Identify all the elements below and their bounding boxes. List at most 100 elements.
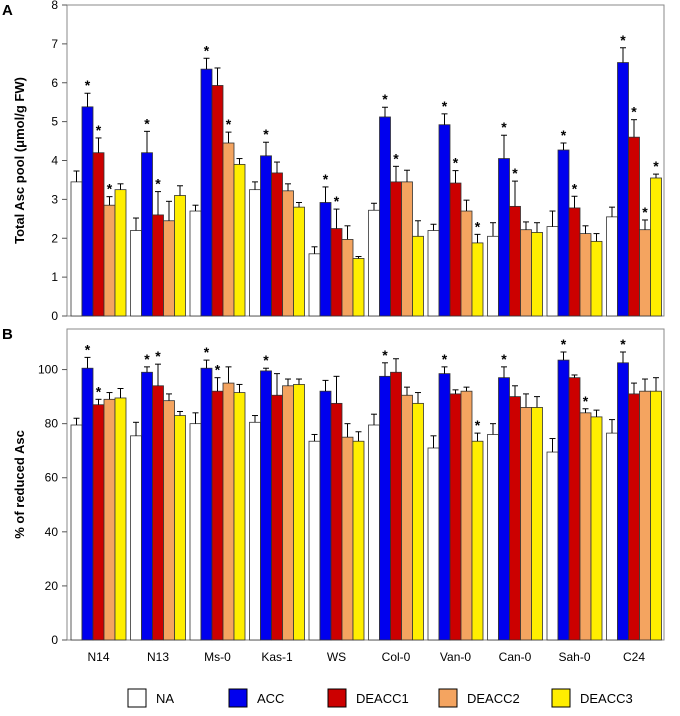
- bar-na-n13: [130, 435, 142, 641]
- y-tick-label: 1: [51, 270, 58, 284]
- bar-deacc3-n14: [114, 397, 127, 641]
- bar-deacc1-ws: [330, 228, 343, 317]
- significance-marker: *: [263, 352, 269, 368]
- bar-deacc2-kas-1: [282, 385, 294, 641]
- x-tick-label-kas-1: Kas-1: [261, 650, 293, 664]
- bar-deacc2-n13: [163, 220, 175, 317]
- bar-deacc2-sah-0: [579, 233, 592, 317]
- x-tick-label-van-0: Van-0: [440, 650, 471, 664]
- significance-marker: *: [226, 116, 232, 132]
- x-tick-label-ms-0: Ms-0: [204, 650, 231, 664]
- bar-na-c24: [606, 432, 618, 641]
- bar-deacc1-van-0: [449, 393, 462, 641]
- bar-deacc1-n14: [92, 152, 105, 317]
- significance-marker: *: [204, 42, 210, 58]
- significance-marker: *: [144, 115, 150, 131]
- bar-deacc2-col-0: [401, 181, 413, 317]
- x-tick-label-ws: WS: [327, 650, 346, 664]
- bar-deacc2-van-0: [460, 210, 473, 317]
- plot-area: [66, 328, 665, 641]
- bar-acc-sah-0: [557, 149, 570, 317]
- significance-marker: *: [512, 165, 518, 181]
- significance-marker: *: [620, 336, 626, 352]
- bar-deacc3-can-0: [531, 407, 543, 641]
- bar-deacc3-can-0: [531, 232, 543, 317]
- bar-deacc3-c24: [650, 390, 662, 641]
- y-tick-label: 40: [45, 525, 59, 539]
- bar-deacc3-ms-0: [233, 163, 246, 317]
- bar-deacc2-n14: [103, 204, 116, 317]
- bar-deacc1-col-0: [390, 181, 402, 317]
- bar-deacc3-sah-0: [590, 240, 603, 317]
- bar-deacc1-van-0: [449, 182, 462, 317]
- bar-acc-kas-1: [260, 155, 272, 317]
- bar-acc-n14: [81, 106, 94, 317]
- bar-deacc3-van-0: [471, 440, 484, 641]
- bar-deacc1-n13: [152, 214, 164, 317]
- significance-marker: *: [382, 91, 388, 107]
- bar-deacc3-ws: [352, 440, 365, 641]
- y-tick-label: 4: [51, 154, 58, 168]
- x-tick-label-sah-0: Sah-0: [558, 650, 590, 664]
- significance-marker: *: [653, 158, 659, 174]
- bar-acc-ms-0: [200, 367, 213, 641]
- bar-deacc1-c24: [628, 136, 640, 317]
- y-tick-label: 2: [51, 231, 58, 245]
- bar-na-n13: [130, 230, 142, 317]
- bar-acc-col-0: [379, 375, 391, 641]
- legend-label-acc: ACC: [257, 691, 284, 706]
- bar-na-col-0: [368, 209, 380, 317]
- significance-marker: *: [323, 171, 329, 187]
- bar-na-n14: [70, 181, 83, 317]
- bar-deacc2-can-0: [520, 407, 532, 641]
- significance-marker: *: [85, 341, 91, 357]
- bar-acc-ws: [319, 390, 332, 641]
- panel-label-b: B: [2, 326, 13, 343]
- bar-deacc1-can-0: [509, 396, 521, 641]
- bar-na-can-0: [487, 434, 499, 641]
- significance-marker: *: [631, 104, 637, 120]
- legend-swatch-deacc2: [438, 688, 458, 708]
- bar-acc-c24: [617, 62, 629, 317]
- bar-deacc2-ws: [341, 239, 354, 317]
- bar-na-can-0: [487, 235, 499, 317]
- y-tick-label: 5: [51, 115, 58, 129]
- bar-deacc3-col-0: [412, 402, 424, 641]
- legend-label-deacc2: DEACC2: [467, 691, 520, 706]
- bar-acc-can-0: [498, 158, 510, 317]
- significance-marker: *: [501, 351, 507, 367]
- y-tick-label: 60: [45, 471, 59, 485]
- significance-marker: *: [382, 347, 388, 363]
- bar-deacc3-kas-1: [293, 206, 305, 317]
- significance-marker: *: [393, 150, 399, 166]
- bar-deacc3-col-0: [412, 235, 424, 317]
- bar-deacc3-n14: [114, 189, 127, 317]
- bar-deacc1-kas-1: [271, 172, 283, 317]
- significance-marker: *: [144, 351, 150, 367]
- y-tick-label: 80: [45, 417, 59, 431]
- y-axis-title: % of reduced Asc: [12, 430, 27, 539]
- legend-label-na: NA: [156, 691, 174, 706]
- y-tick-label: 6: [51, 76, 58, 90]
- y-tick-label: 7: [51, 37, 58, 51]
- bar-deacc2-c24: [639, 390, 651, 641]
- significance-marker: *: [96, 122, 102, 138]
- legend-swatch-acc: [228, 688, 248, 708]
- bar-acc-sah-0: [557, 359, 570, 641]
- y-axis-title: Total Asc pool (μmol/g FW): [12, 77, 27, 244]
- bar-acc-ms-0: [200, 68, 213, 317]
- bar-deacc1-ms-0: [211, 390, 224, 641]
- legend: NA ACC DEACC1 DEACC2 DEACC3: [127, 688, 633, 708]
- bar-na-n14: [70, 424, 83, 641]
- bar-deacc2-n14: [103, 398, 116, 641]
- bar-deacc1-n13: [152, 385, 164, 641]
- bar-na-col-0: [368, 424, 380, 641]
- y-tick-label: 8: [51, 0, 58, 12]
- y-tick-label: 0: [51, 633, 58, 647]
- bar-na-kas-1: [249, 421, 261, 641]
- y-tick-label: 20: [45, 579, 59, 593]
- bar-acc-col-0: [379, 116, 391, 317]
- bar-deacc2-col-0: [401, 394, 413, 641]
- significance-marker: *: [107, 181, 113, 197]
- significance-marker: *: [204, 344, 210, 360]
